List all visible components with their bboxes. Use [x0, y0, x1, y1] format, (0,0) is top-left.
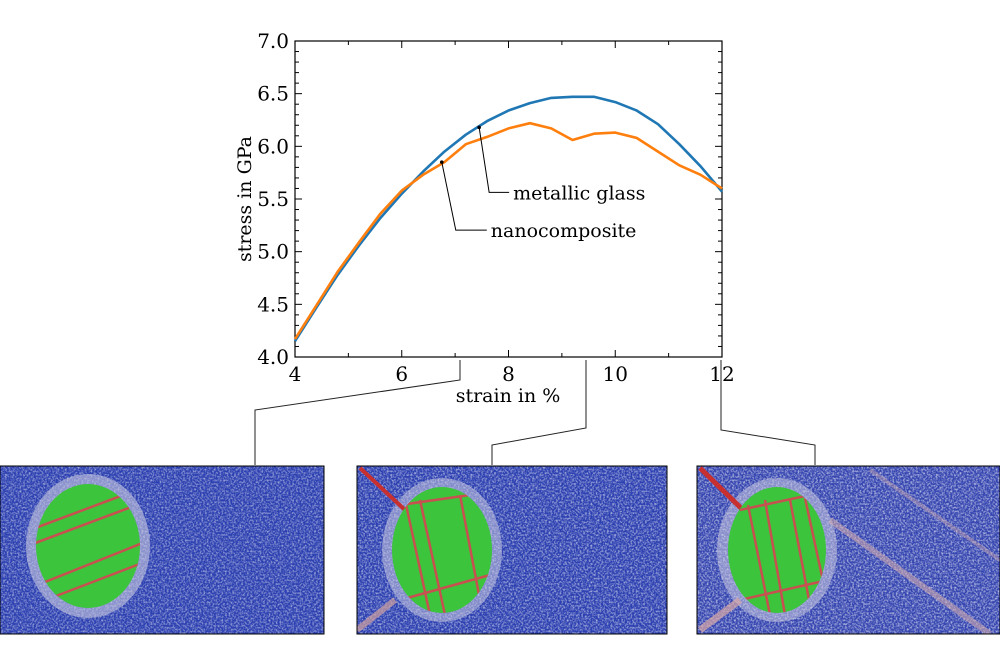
series-layer — [293, 95, 723, 342]
crystal-inclusion-3 — [728, 487, 826, 613]
annotation-layer: metallic glass nanocomposite — [439, 125, 645, 242]
stress-strain-plot: 4 6 8 10 12 4.0 4.5 5.0 5.5 6.0 6.5 7.0 metallic gl… — [234, 29, 735, 407]
snapshot-panel-1 — [0, 465, 325, 635]
y-tick-label-4: 6.0 — [257, 134, 289, 158]
annotation-leader-nanocomposite — [441, 162, 487, 231]
y-tick-label-3: 5.5 — [257, 187, 289, 211]
y-tick-label-2: 5.0 — [257, 240, 289, 264]
annotation-label-metallic-glass: metallic glass — [513, 182, 645, 204]
annotation-label-nanocomposite: nanocomposite — [491, 220, 637, 242]
y-tick-label-0: 4.0 — [257, 345, 289, 369]
x-tick-label-3: 10 — [603, 362, 628, 386]
series-line-nanocomposite — [293, 121, 723, 340]
x-tick-label-0: 4 — [289, 362, 302, 386]
connector-3 — [720, 360, 816, 465]
connector-1 — [254, 360, 461, 465]
crystal-inclusion-1 — [36, 484, 140, 608]
axis-ticks — [294, 40, 723, 358]
x-tick-label-1: 6 — [395, 362, 408, 386]
y-tick-label-6: 7.0 — [257, 29, 289, 53]
connector-2 — [491, 360, 587, 465]
snapshot-connectors — [254, 360, 816, 465]
snapshot-panel-3 — [696, 465, 1000, 635]
series-line-metallic-glass — [293, 95, 723, 342]
axis-tick-labels: 4 6 8 10 12 4.0 4.5 5.0 5.5 6.0 6.5 7.0 — [257, 29, 735, 386]
y-axis-title: stress in GPa — [234, 136, 256, 262]
x-tick-label-4: 12 — [709, 362, 734, 386]
plot-frame — [294, 40, 723, 358]
y-tick-label-1: 4.5 — [257, 292, 289, 316]
snapshot-panel-2 — [356, 465, 668, 635]
annotation-leader-metallic-glass — [478, 127, 510, 193]
x-tick-label-2: 8 — [502, 362, 515, 386]
x-axis-title: strain in % — [456, 385, 561, 407]
y-tick-label-5: 6.5 — [257, 82, 289, 106]
